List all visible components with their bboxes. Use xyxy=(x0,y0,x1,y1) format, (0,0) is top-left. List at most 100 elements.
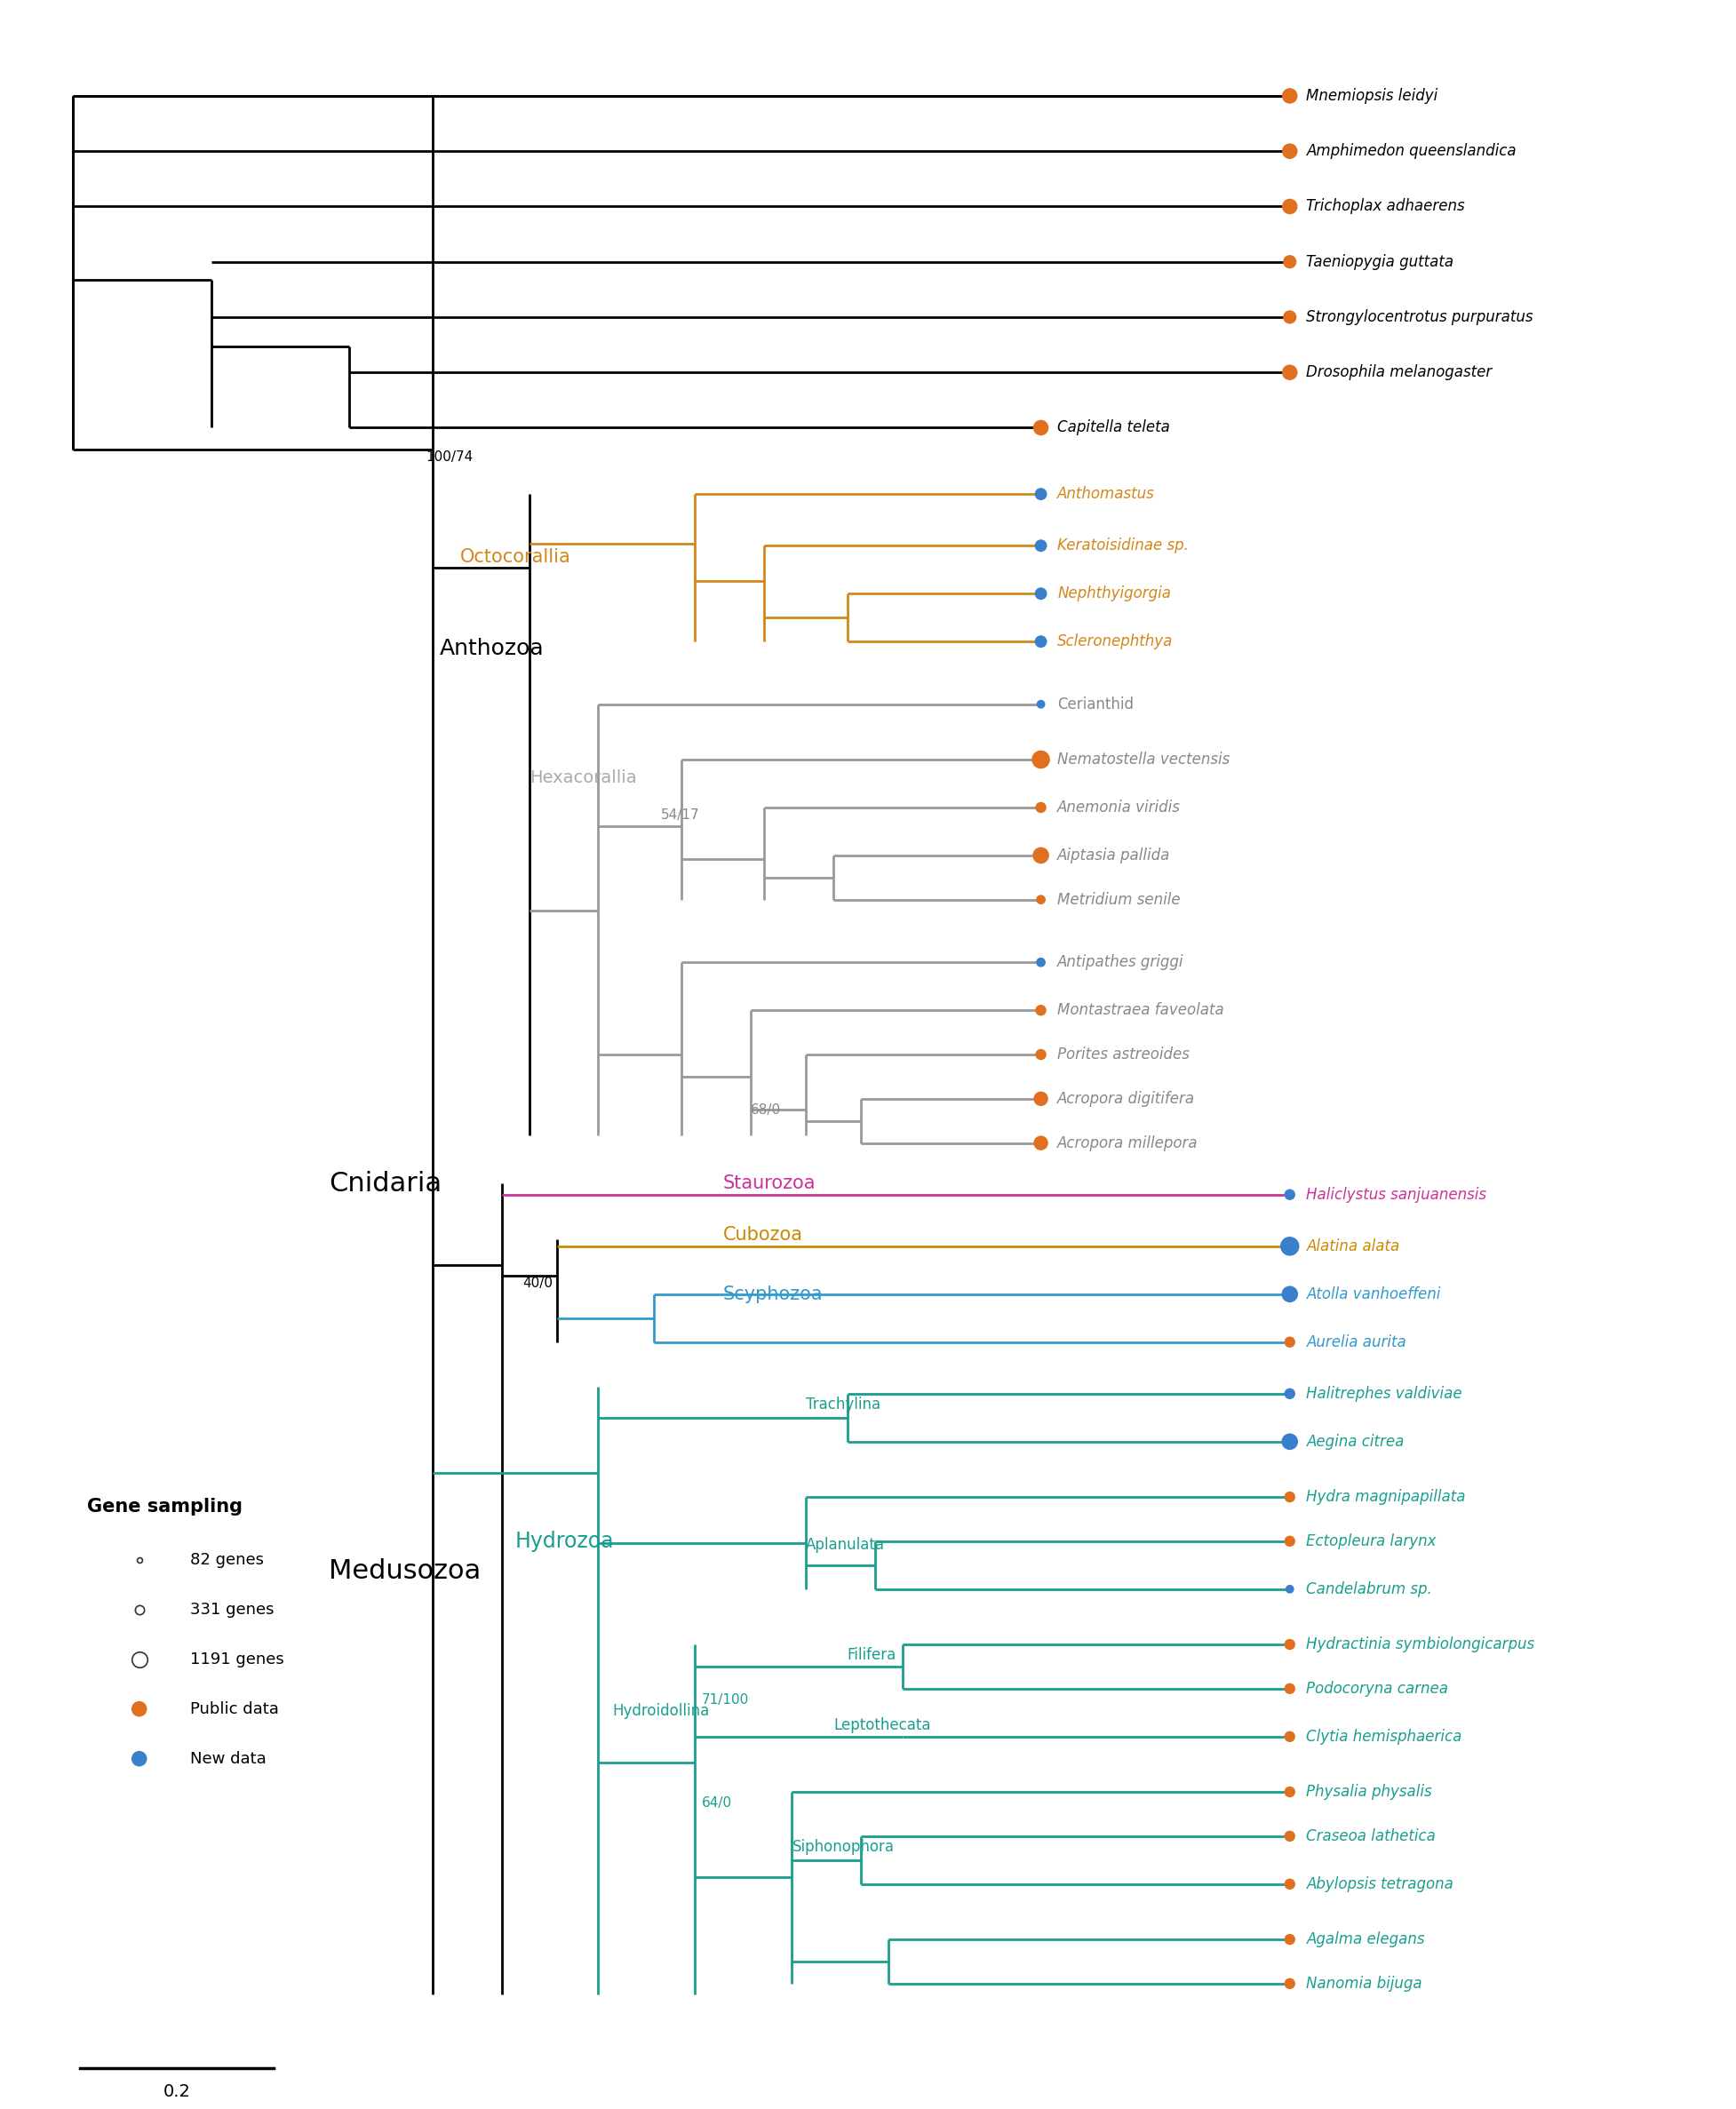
Point xyxy=(1028,624,1055,658)
Point xyxy=(1276,1377,1304,1411)
Text: Montastraea faveolata: Montastraea faveolata xyxy=(1057,1002,1224,1019)
Text: Metridium senile: Metridium senile xyxy=(1057,892,1180,907)
Text: 54/17: 54/17 xyxy=(661,808,700,823)
Text: Nephthyigorgia: Nephthyigorgia xyxy=(1057,586,1172,601)
Point xyxy=(1276,1628,1304,1662)
Text: Capitella teleta: Capitella teleta xyxy=(1057,420,1170,437)
Point xyxy=(1276,1866,1304,1900)
Point xyxy=(1028,839,1055,873)
Text: Abylopsis tetragona: Abylopsis tetragona xyxy=(1307,1877,1453,1892)
Point xyxy=(1276,1571,1304,1605)
Point xyxy=(1276,245,1304,278)
Text: Anthomastus: Anthomastus xyxy=(1057,485,1154,502)
Text: Scyphozoa: Scyphozoa xyxy=(722,1284,823,1303)
Text: Acropora millepora: Acropora millepora xyxy=(1057,1135,1198,1152)
Text: Nanomia bijuga: Nanomia bijuga xyxy=(1307,1976,1422,1991)
Point xyxy=(1276,1776,1304,1810)
Text: Staurozoa: Staurozoa xyxy=(722,1175,816,1192)
Text: Antipathes griggi: Antipathes griggi xyxy=(1057,955,1184,970)
Text: 68/0: 68/0 xyxy=(750,1103,781,1116)
Point xyxy=(1276,1278,1304,1312)
Text: Alatina alata: Alatina alata xyxy=(1307,1238,1399,1255)
Text: Scleronephthya: Scleronephthya xyxy=(1057,633,1174,650)
Text: Candelabrum sp.: Candelabrum sp. xyxy=(1307,1582,1432,1597)
Text: Haliclystus sanjuanensis: Haliclystus sanjuanensis xyxy=(1307,1187,1486,1202)
Text: Taeniopygia guttata: Taeniopygia guttata xyxy=(1307,253,1455,270)
Point xyxy=(1028,411,1055,445)
Text: 100/74: 100/74 xyxy=(425,451,472,464)
Point xyxy=(1028,742,1055,776)
Point xyxy=(1276,1923,1304,1957)
Text: Keratoisidinae sp.: Keratoisidinae sp. xyxy=(1057,538,1189,555)
Text: Anthozoa: Anthozoa xyxy=(439,639,543,660)
Text: Strongylocentrotus purpuratus: Strongylocentrotus purpuratus xyxy=(1307,310,1533,325)
Point xyxy=(1028,688,1055,721)
Text: Acropora digitifera: Acropora digitifera xyxy=(1057,1090,1196,1107)
Text: Leptothecata: Leptothecata xyxy=(833,1717,930,1734)
Point xyxy=(1276,78,1304,112)
Point xyxy=(125,1691,153,1725)
Text: Hexacorallia: Hexacorallia xyxy=(529,770,637,787)
Text: New data: New data xyxy=(191,1750,267,1767)
Text: Public data: Public data xyxy=(191,1702,279,1717)
Point xyxy=(125,1742,153,1776)
Point xyxy=(1276,299,1304,333)
Text: 64/0: 64/0 xyxy=(701,1797,733,1810)
Text: Octocorallia: Octocorallia xyxy=(460,548,571,565)
Point xyxy=(1028,884,1055,917)
Point xyxy=(1276,1719,1304,1753)
Text: 71/100: 71/100 xyxy=(701,1694,750,1706)
Text: Aplanulata: Aplanulata xyxy=(806,1537,885,1552)
Text: Ectopleura larynx: Ectopleura larynx xyxy=(1307,1533,1436,1550)
Text: Hydroidollina: Hydroidollina xyxy=(613,1702,710,1719)
Point xyxy=(1276,190,1304,224)
Text: 82 genes: 82 genes xyxy=(191,1552,264,1567)
Text: Cnidaria: Cnidaria xyxy=(328,1170,441,1196)
Text: Podocoryna carnea: Podocoryna carnea xyxy=(1307,1681,1448,1696)
Text: Amphimedon queenslandica: Amphimedon queenslandica xyxy=(1307,143,1517,158)
Text: Hydrozoa: Hydrozoa xyxy=(516,1531,615,1552)
Text: Siphonophora: Siphonophora xyxy=(792,1839,894,1856)
Text: Nematostella vectensis: Nematostella vectensis xyxy=(1057,751,1231,768)
Point xyxy=(1028,576,1055,610)
Text: Agalma elegans: Agalma elegans xyxy=(1307,1932,1425,1947)
Point xyxy=(1276,1230,1304,1263)
Text: Physalia physalis: Physalia physalis xyxy=(1307,1784,1432,1799)
Text: Medusozoa: Medusozoa xyxy=(328,1559,481,1584)
Point xyxy=(1028,1126,1055,1160)
Point xyxy=(1028,477,1055,510)
Point xyxy=(1028,1038,1055,1071)
Text: Cubozoa: Cubozoa xyxy=(722,1225,802,1244)
Point xyxy=(1276,1426,1304,1459)
Point xyxy=(1276,1177,1304,1211)
Point xyxy=(1028,529,1055,563)
Text: Gene sampling: Gene sampling xyxy=(87,1497,241,1516)
Point xyxy=(1276,1672,1304,1706)
Text: Halitrephes valdiviae: Halitrephes valdiviae xyxy=(1307,1386,1462,1402)
Text: Hydractinia symbiolongicarpus: Hydractinia symbiolongicarpus xyxy=(1307,1637,1535,1653)
Text: Atolla vanhoeffeni: Atolla vanhoeffeni xyxy=(1307,1286,1441,1301)
Text: Hydra magnipapillata: Hydra magnipapillata xyxy=(1307,1489,1465,1506)
Point xyxy=(125,1643,153,1677)
Point xyxy=(1276,1481,1304,1514)
Text: Craseoa lathetica: Craseoa lathetica xyxy=(1307,1829,1436,1843)
Point xyxy=(1276,1324,1304,1358)
Text: Clytia hemisphaerica: Clytia hemisphaerica xyxy=(1307,1729,1462,1744)
Point xyxy=(1028,993,1055,1027)
Text: Mnemiopsis leidyi: Mnemiopsis leidyi xyxy=(1307,89,1437,103)
Text: 1191 genes: 1191 genes xyxy=(191,1651,285,1668)
Text: Cerianthid: Cerianthid xyxy=(1057,696,1134,713)
Text: 331 genes: 331 genes xyxy=(191,1601,274,1618)
Point xyxy=(125,1592,153,1626)
Point xyxy=(1028,791,1055,825)
Text: Anemonia viridis: Anemonia viridis xyxy=(1057,799,1180,816)
Point xyxy=(1028,945,1055,979)
Text: Drosophila melanogaster: Drosophila melanogaster xyxy=(1307,365,1493,380)
Point xyxy=(1276,1820,1304,1854)
Point xyxy=(1276,1968,1304,2001)
Point xyxy=(1276,135,1304,169)
Text: Aegina citrea: Aegina citrea xyxy=(1307,1434,1404,1449)
Text: Filifera: Filifera xyxy=(847,1647,896,1664)
Text: Aurelia aurita: Aurelia aurita xyxy=(1307,1335,1406,1350)
Text: Porites astreoides: Porites astreoides xyxy=(1057,1046,1189,1063)
